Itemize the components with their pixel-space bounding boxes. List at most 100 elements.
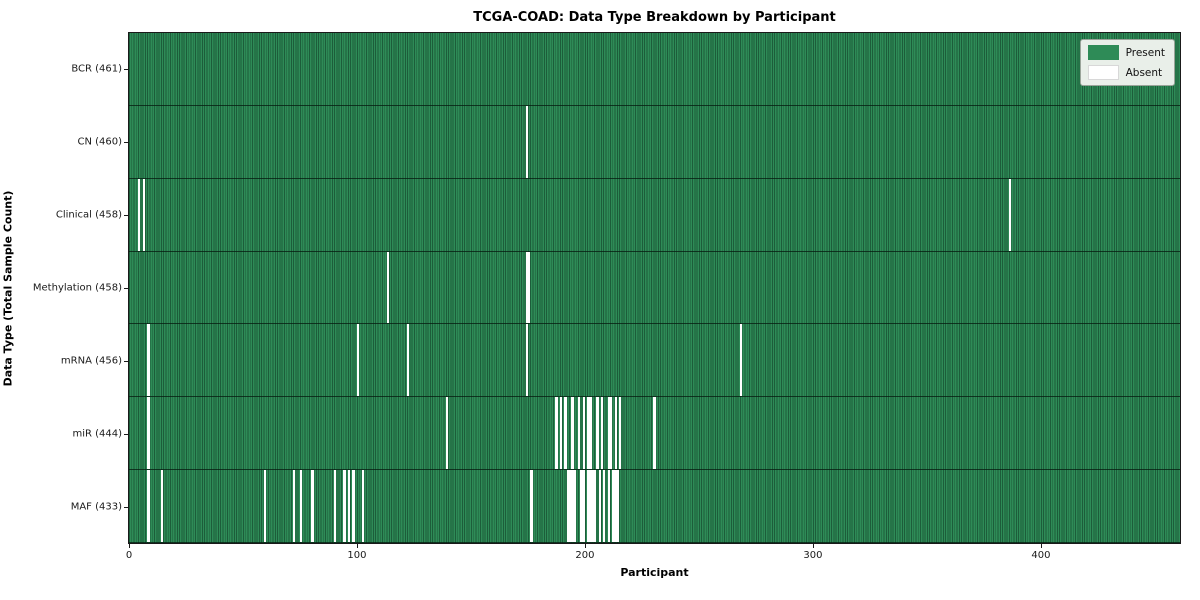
y-tick-mark	[124, 69, 128, 71]
legend-entry-present: Present	[1087, 45, 1165, 60]
absent-stripe	[607, 397, 611, 470]
heatmap-row-bcr	[129, 33, 1180, 106]
x-tick-mark	[356, 544, 358, 548]
absent-stripe	[356, 324, 360, 397]
heatmap-row-cn	[129, 105, 1180, 179]
absent-stripe	[527, 251, 531, 324]
absent-swatch	[1087, 65, 1119, 80]
y-tick-mark	[124, 433, 128, 435]
absent-stripe	[386, 251, 389, 324]
absent-stripe	[555, 397, 558, 470]
x-tick-mark	[1040, 544, 1042, 548]
y-tick-mark	[124, 215, 128, 217]
absent-stripe	[598, 470, 601, 542]
absent-stripe	[564, 397, 567, 470]
present-swatch	[1087, 45, 1119, 60]
y-tick-label-clinical: Clinical (458)	[55, 209, 122, 221]
absent-stripe	[352, 470, 355, 542]
x-tick-label-200: 200	[575, 550, 595, 561]
absent-stripe	[612, 470, 615, 542]
y-tick-mark	[124, 506, 128, 508]
absent-stripe	[147, 397, 150, 470]
absent-stripe	[587, 470, 590, 542]
absent-stripe	[334, 470, 337, 542]
absent-stripe	[525, 105, 528, 178]
absent-stripe	[589, 470, 592, 542]
absent-stripe	[619, 397, 622, 470]
absent-stripe	[587, 397, 590, 470]
x-tick-label-0: 0	[125, 550, 133, 561]
absent-stripe	[530, 470, 533, 542]
absent-stripe	[614, 397, 617, 470]
y-axis-label: Data Type (Total Sample Count)	[1, 190, 15, 387]
absent-stripe	[147, 324, 150, 397]
absent-stripe	[596, 397, 599, 470]
absent-stripe	[580, 470, 583, 542]
absent-stripe	[591, 470, 595, 542]
legend-label-absent: Absent	[1125, 66, 1163, 79]
absent-stripe	[407, 324, 410, 397]
absent-stripe	[578, 397, 581, 470]
absent-stripe	[343, 470, 346, 542]
y-tick-mark	[124, 360, 128, 362]
absent-stripe	[653, 397, 656, 470]
absent-stripe	[160, 470, 164, 542]
absent-stripe	[147, 470, 150, 542]
absent-stripe	[589, 397, 592, 470]
absent-stripe	[582, 470, 585, 542]
absent-stripe	[616, 470, 620, 542]
absent-stripe	[138, 178, 141, 251]
y-tick-label-maf: MAF (433)	[70, 501, 122, 513]
absent-stripe	[600, 397, 604, 470]
absent-stripe	[299, 470, 303, 542]
chart-title: TCGA-COAD: Data Type Breakdown by Partic…	[473, 10, 836, 25]
heatmap-row-mrna	[129, 324, 1180, 398]
absent-stripe	[263, 470, 266, 542]
absent-stripe	[614, 470, 617, 542]
absent-stripe	[347, 470, 351, 542]
y-tick-label-cn: CN (460)	[77, 136, 122, 148]
heatmap-row-clinical	[129, 178, 1180, 252]
x-tick-label-400: 400	[1031, 550, 1051, 561]
absent-stripe	[525, 324, 528, 397]
absent-stripe	[739, 324, 743, 397]
y-tick-label-mir: miR (444)	[72, 428, 122, 440]
absent-stripe	[445, 397, 449, 470]
plot-area: Present Absent	[128, 32, 1181, 544]
absent-stripe	[607, 470, 611, 542]
x-axis-label: Participant	[620, 566, 689, 579]
y-tick-label-bcr: BCR (461)	[71, 63, 122, 75]
x-tick-label-300: 300	[803, 550, 823, 561]
heatmap-row-mir	[129, 397, 1180, 471]
absent-stripe	[311, 470, 314, 542]
absent-stripe	[594, 470, 597, 542]
x-tick-label-100: 100	[347, 550, 367, 561]
y-tick-mark	[124, 142, 128, 144]
legend-entry-absent: Absent	[1087, 65, 1165, 80]
absent-stripe	[573, 470, 576, 542]
absent-stripe	[571, 397, 574, 470]
absent-stripe	[569, 470, 572, 542]
absent-stripe	[582, 397, 585, 470]
legend: Present Absent	[1079, 39, 1175, 86]
x-tick-mark	[812, 544, 814, 548]
y-tick-label-methylation: Methylation (458)	[32, 282, 122, 294]
absent-stripe	[610, 397, 613, 470]
absent-stripe	[559, 397, 563, 470]
absent-stripe	[571, 470, 574, 542]
absent-stripe	[1009, 178, 1012, 251]
y-tick-label-mrna: mRNA (456)	[60, 355, 122, 367]
x-tick-mark	[584, 544, 586, 548]
absent-stripe	[566, 470, 569, 542]
x-tick-mark	[129, 544, 130, 548]
y-tick-mark	[124, 288, 128, 289]
legend-label-present: Present	[1125, 46, 1165, 59]
absent-stripe	[525, 251, 528, 324]
absent-stripe	[603, 470, 606, 542]
heatmap-row-methylation	[129, 251, 1180, 325]
absent-stripe	[142, 178, 145, 251]
heatmap-row-maf	[129, 470, 1180, 543]
absent-stripe	[293, 470, 296, 542]
absent-stripe	[361, 470, 364, 542]
